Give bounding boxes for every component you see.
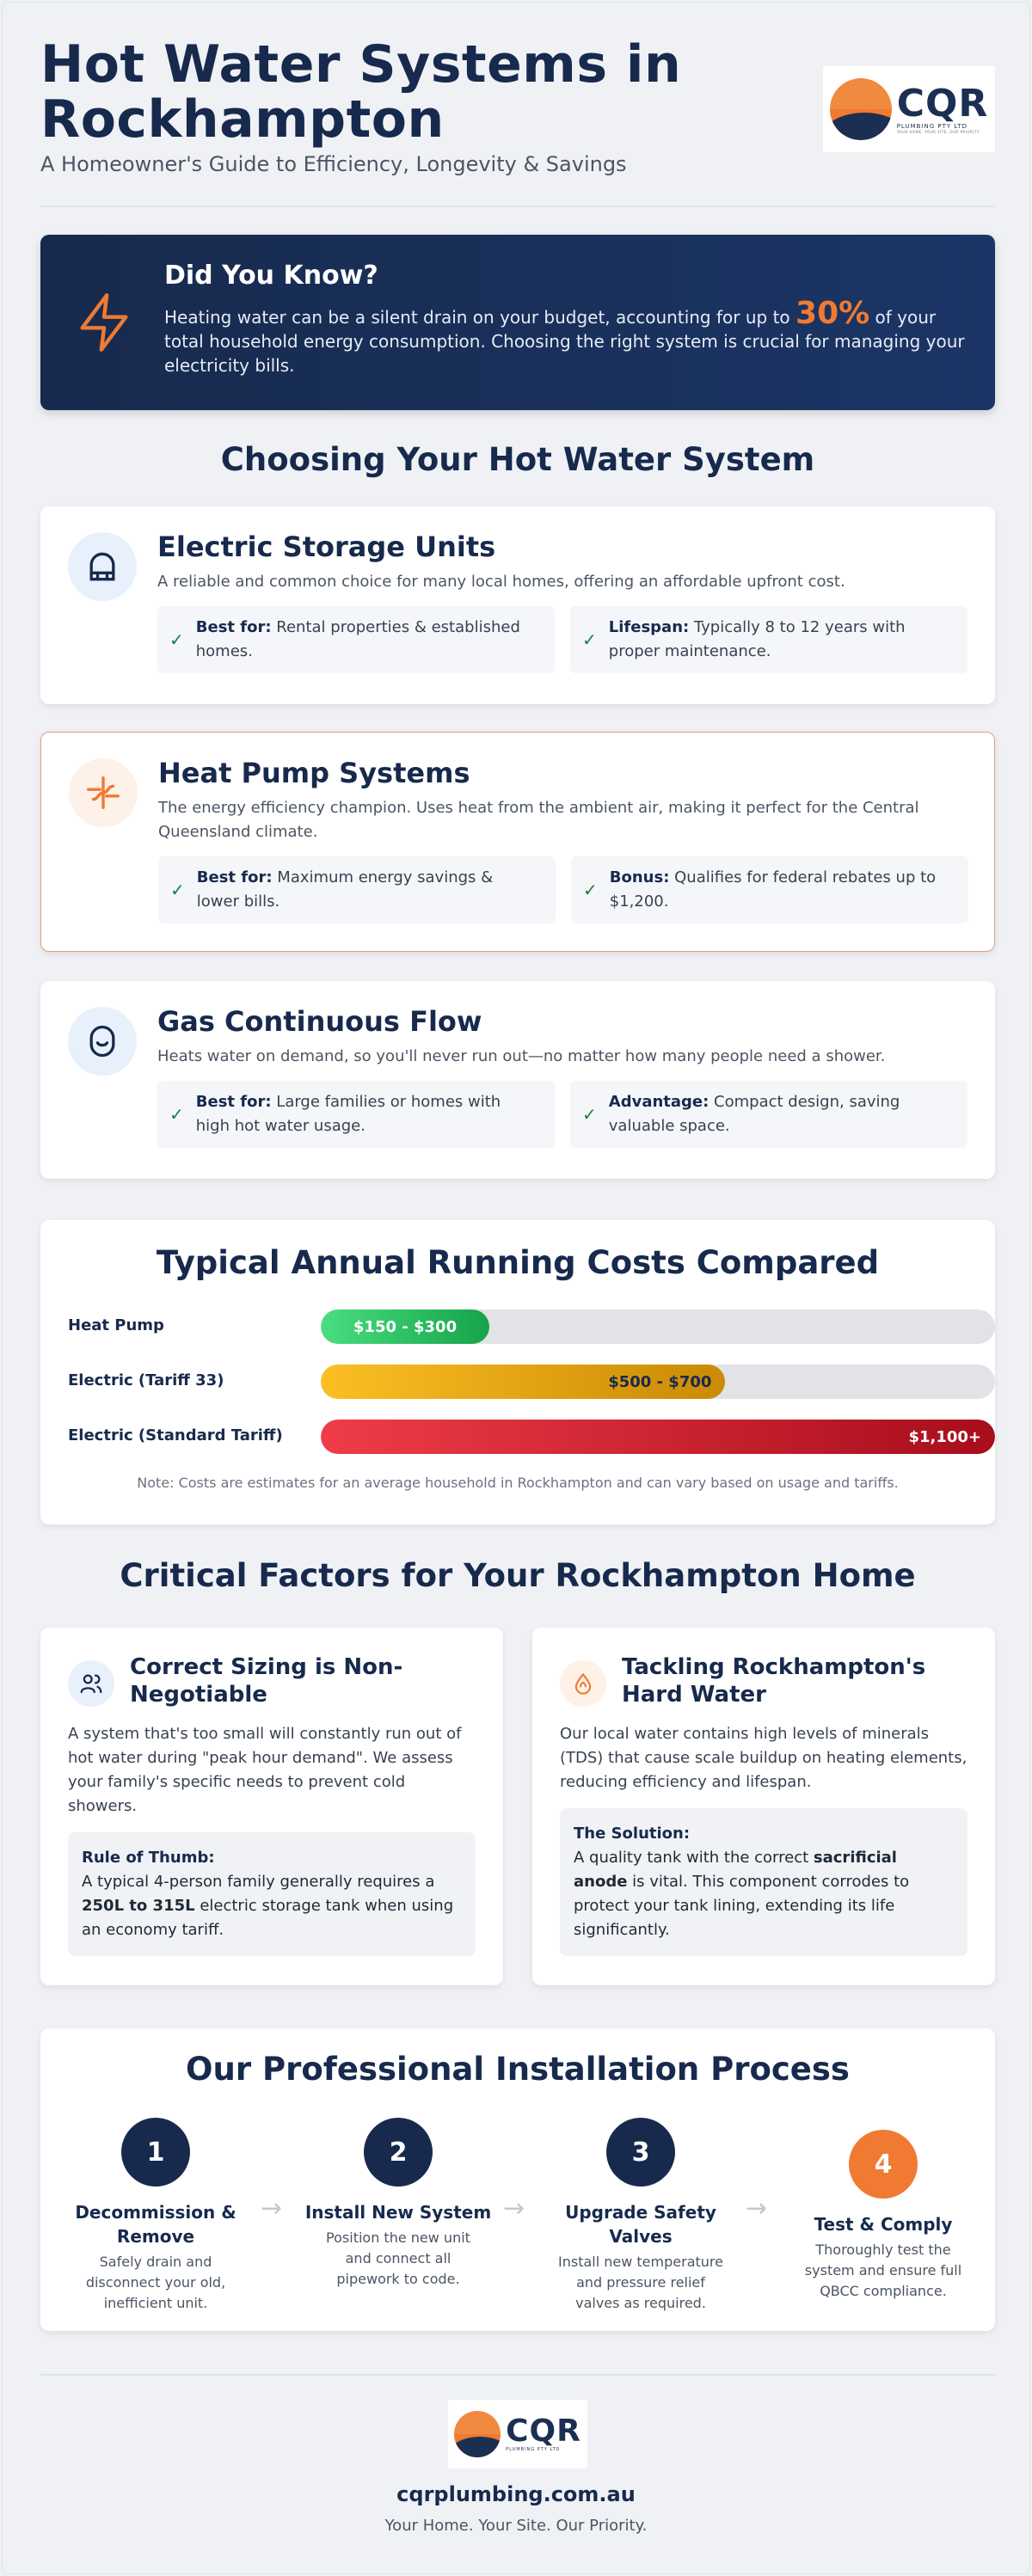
factor-card-hard-water: Tackling Rockhampton's Hard Water Our lo… [532,1628,995,1985]
system-card-gas-continuous: Gas Continuous Flow Heats water on deman… [40,981,995,1179]
logo-name: CQR [896,81,989,126]
cost-label: Heat Pump [68,1316,164,1334]
factor-card-sizing: Correct Sizing is Non-Negotiable A syste… [40,1628,503,1985]
page-subtitle: A Homeowner's Guide to Efficiency, Longe… [40,152,627,176]
step-number: 3 [606,2118,675,2187]
water-tank-icon [68,532,137,601]
feature-lifespan: ✓ Lifespan: Typically 8 to 12 years with… [570,606,968,673]
footer-divider [40,2374,995,2376]
cost-label: Electric (Tariff 33) [68,1371,224,1389]
cost-row-heat-pump: Heat Pump $150 - $300 [68,1309,995,1344]
system-description: A reliable and common choice for many lo… [157,573,845,591]
logo-mark-icon [829,78,892,140]
page-title: Hot Water Systems in Rockhampton [40,34,682,150]
factor-description: A system that's too small will constantl… [68,1725,462,1815]
logo-line2: YOUR HOME. YOUR SITE. OUR PRIORITY. [896,129,980,134]
running-costs-panel: Typical Annual Running Costs Compared He… [40,1220,995,1524]
did-you-know-title: Did You Know? [164,261,378,291]
process-step-2: 2 Install New System Position the new un… [304,2118,493,2290]
feature-advantage: ✓ Advantage: Compact design, saving valu… [570,1081,968,1148]
step-description: Safely drain and disconnect your old, in… [85,2254,226,2311]
cost-row-electric-tariff-33: Electric (Tariff 33) $500 - $700 [68,1365,995,1399]
stat-highlight: 30% [796,296,870,331]
system-description: The energy efficiency champion. Uses hea… [158,799,919,841]
check-icon: ✓ [169,1104,184,1125]
factor-description: Our local water contains high levels of … [560,1725,968,1791]
did-you-know-banner: Did You Know? Heating water can be a sil… [40,235,995,410]
step-number: 4 [849,2130,918,2199]
step-description: Install new temperature and pressure rel… [558,2254,723,2311]
feature-best-for: ✓ Best for: Large families or homes with… [157,1081,555,1148]
system-title: Heat Pump Systems [158,757,470,789]
step-title: Decommission & Remove [75,2202,236,2247]
logo-name: CQR [506,2413,581,2449]
system-card-heat-pump: Heat Pump Systems The energy efficiency … [40,732,995,952]
arrow-right-icon: → [503,2193,525,2223]
step-number: 1 [121,2118,190,2187]
process-step-4: 4 Test & Comply Thoroughly test the syst… [789,2130,978,2302]
factors-title: Critical Factors for Your Rockhampton Ho… [120,1557,916,1594]
factor-title: Tackling Rockhampton's Hard Water [622,1654,926,1708]
system-description: Heats water on demand, so you'll never r… [157,1047,886,1065]
feature-best-for: ✓ Best for: Rental properties & establis… [157,606,555,673]
feature-bonus: ✓ Bonus: Qualifies for federal rebates u… [571,856,968,923]
tagline: Your Home. Your Site. Our Priority. [384,2517,648,2535]
cost-bar-fill: $500 - $700 [321,1365,726,1399]
system-title: Electric Storage Units [157,531,496,563]
check-icon: ✓ [583,880,598,900]
header-divider [40,205,995,207]
cost-bar-track: $1,100+ [321,1420,995,1454]
cost-bar-track: $500 - $700 [321,1365,995,1399]
solution-box: The Solution: A quality tank with the cor… [560,1808,968,1956]
process-step-1: 1 Decommission & Remove Safely drain and… [61,2118,250,2314]
costs-title: Typical Annual Running Costs Compared [156,1244,880,1281]
footer-logo[interactable]: CQR PLUMBING PTY LTD [448,2400,587,2469]
step-description: Thoroughly test the system and ensure fu… [804,2242,962,2299]
water-drop-icon [560,1660,606,1707]
check-icon: ✓ [582,629,597,650]
arrow-right-icon: → [261,2193,283,2223]
cost-bar-track: $150 - $300 [321,1309,995,1344]
rule-of-thumb-box: Rule of Thumb: A typical 4-person family … [68,1832,476,1956]
company-logo[interactable]: CQR PLUMBING PTY LTD YOUR HOME. YOUR SIT… [823,66,995,152]
process-step-3: 3 Upgrade Safety Valves Install new temp… [546,2118,735,2314]
factor-title: Correct Sizing is Non-Negotiable [130,1654,403,1708]
step-description: Position the new unit and connect all pi… [326,2229,470,2287]
step-title: Test & Comply [814,2214,953,2235]
cost-bar-fill: $1,100+ [321,1420,995,1454]
did-you-know-text: Heating water can be a silent drain on y… [164,296,965,377]
arrow-right-icon: → [746,2193,768,2223]
cost-bar-fill: $150 - $300 [321,1309,489,1344]
system-card-electric-storage: Electric Storage Units A reliable and co… [40,506,995,704]
cost-label: Electric (Standard Tariff) [68,1426,283,1444]
step-title: Upgrade Safety Valves [565,2202,716,2247]
costs-note: Note: Costs are estimates for an average… [137,1475,899,1491]
check-icon: ✓ [170,880,185,900]
step-title: Install New System [304,2202,492,2223]
process-title: Our Professional Installation Process [186,2051,850,2088]
logo-line1: PLUMBING PTY LTD [896,122,968,130]
website-link[interactable]: cqrplumbing.com.au [396,2482,636,2506]
users-icon [68,1660,114,1707]
heat-pump-icon [69,758,138,827]
system-title: Gas Continuous Flow [157,1005,482,1038]
logo-mark-icon [454,2411,501,2457]
check-icon: ✓ [582,1104,597,1125]
feature-best-for: ✓ Best for: Maximum energy savings & low… [158,856,556,923]
logo-line1: PLUMBING PTY LTD [506,2447,561,2452]
header: Hot Water Systems in Rockhampton A Homeo… [40,34,995,176]
lightning-bolt-icon [80,293,128,352]
step-number: 2 [364,2118,433,2187]
installation-process-panel: Our Professional Installation Process 1 … [40,2028,995,2331]
gas-flame-icon [68,1007,137,1076]
choosing-title: Choosing Your Hot Water System [220,441,815,478]
check-icon: ✓ [169,629,184,650]
cost-row-electric-standard: Electric (Standard Tariff) $1,100+ [68,1420,995,1454]
